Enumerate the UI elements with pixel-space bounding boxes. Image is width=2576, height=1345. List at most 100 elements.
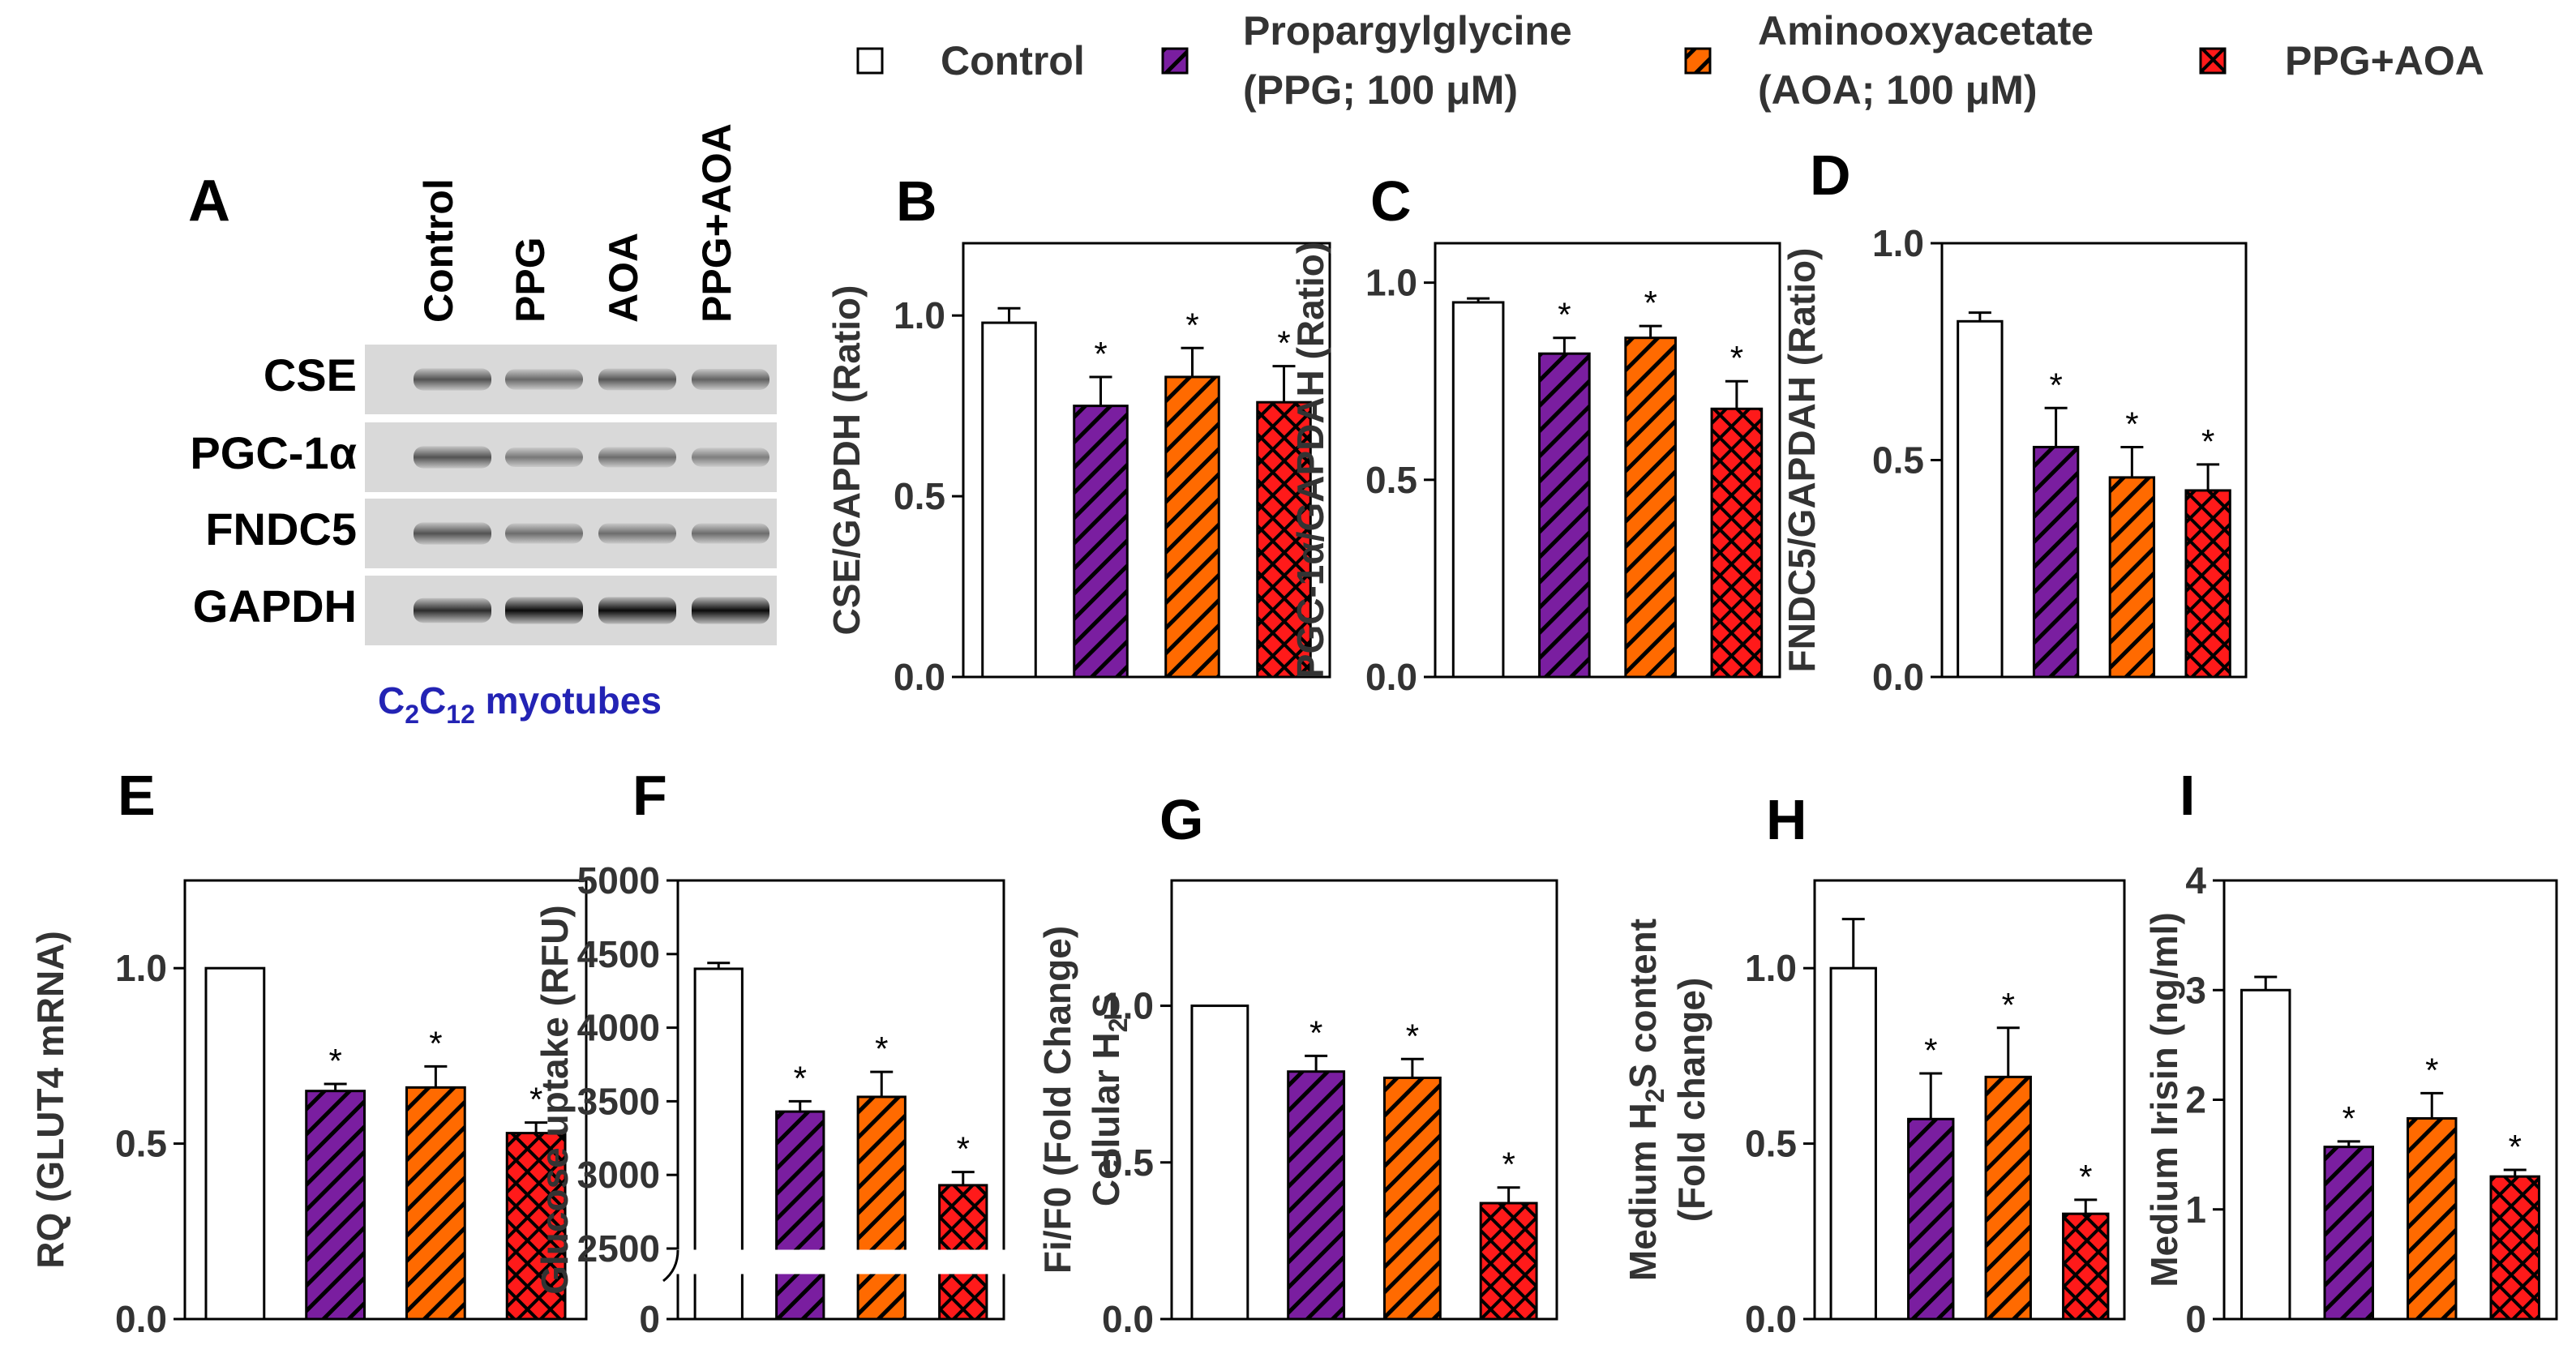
sig-B-1: * xyxy=(1094,335,1107,373)
ytick-label-H-2: 1.0 xyxy=(1745,947,1797,989)
sig-H-1: * xyxy=(1924,1031,1937,1069)
ytick-label-I-0: 0 xyxy=(2185,1298,2206,1340)
ytick-label-low-F-0: 0 xyxy=(639,1298,660,1340)
sig-C-1: * xyxy=(1558,296,1571,334)
chart-B: B * * * 0.0 0.5 1.0 CSE/GAPDH (Ratio) xyxy=(825,169,1331,698)
legend-swatch-ppg xyxy=(1161,47,1189,75)
ylabel-H-sub: 2 xyxy=(1640,1088,1669,1103)
sig-C-2: * xyxy=(1644,284,1657,322)
ylabel-H-pre: Medium H xyxy=(1622,1103,1664,1281)
ytick-label-I-2: 2 xyxy=(2185,1079,2206,1121)
ytick-label-F-4: 4500 xyxy=(577,933,660,975)
ylabel2-H: (Fold change) xyxy=(1670,978,1712,1223)
blot-band-1-2 xyxy=(598,447,676,468)
bar-G-0 xyxy=(1190,1004,1249,1321)
ytick-label-C-2: 1.0 xyxy=(1365,262,1417,304)
ytick-label-H-0: 0.0 xyxy=(1745,1298,1797,1340)
ylabel2-G: Cellular H2S xyxy=(1085,993,1133,1206)
sig-E-2: * xyxy=(429,1024,442,1062)
ytick-label-H-1: 0.5 xyxy=(1745,1123,1797,1165)
chart-E: E * * * 0.0 0.5 1.0 RQ (GLUT4 mRNA) xyxy=(29,764,588,1340)
sig-F-1: * xyxy=(794,1059,807,1097)
ytick-label-G-1: 0.5 xyxy=(1102,1142,1154,1184)
axis-break-mark-F xyxy=(662,1249,679,1283)
panel-letter-E: E xyxy=(118,764,156,827)
ytick-label-I-3: 3 xyxy=(2185,969,2206,1011)
plot-frame-E xyxy=(183,879,588,1321)
sig-D-1: * xyxy=(2049,366,2062,404)
panel-letter-G: G xyxy=(1159,788,1203,851)
ylabel2-G-pre: Cellular H xyxy=(1085,1032,1127,1206)
panel-letter-C: C xyxy=(1370,169,1412,233)
blot-lane-labels: Control PPG AOA PPG+AOA xyxy=(416,123,739,323)
caption-sub2: 12 xyxy=(446,700,475,729)
ylabel-C: PGC-1α/GAPDAH (Ratio) xyxy=(1289,242,1331,679)
bar-C-2 xyxy=(1624,336,1677,679)
blot-band-2-2 xyxy=(598,523,676,544)
sig-D-2: * xyxy=(2125,405,2138,443)
sig-I-2: * xyxy=(2425,1051,2438,1089)
blot-lane-label-2: AOA xyxy=(601,233,646,323)
sig-G-2: * xyxy=(1406,1017,1419,1055)
blot-band-0-1 xyxy=(505,369,583,390)
sig-E-3: * xyxy=(529,1081,542,1119)
western-blot-panel: A Control PPG AOA PPG+AOA CSE PGC-1α FNDC5 GAP… xyxy=(188,123,777,729)
bar-E-1 xyxy=(305,1090,366,1321)
legend-swatch-mix xyxy=(2199,47,2227,75)
ytick-label-G-2: 1.0 xyxy=(1102,985,1154,1027)
ytick-label-C-1: 0.5 xyxy=(1365,459,1417,501)
blot-band-3-0 xyxy=(414,598,491,623)
ytick-label-B-2: 1.0 xyxy=(894,294,945,336)
sig-F-2: * xyxy=(875,1030,888,1068)
blot-rows: CSE PGC-1α FNDC5 GAPDH xyxy=(190,345,777,645)
legend-label-ppg-line2: (PPG; 100 μM) xyxy=(1243,67,1518,113)
bar-C-1 xyxy=(1538,352,1591,679)
ytick-label-F-1: 3000 xyxy=(577,1154,660,1196)
ytick-label-F-3: 4000 xyxy=(577,1007,660,1049)
ytick-label-E-2: 1.0 xyxy=(115,947,167,989)
ytick-label-B-1: 0.5 xyxy=(894,475,945,517)
blot-band-2-0 xyxy=(414,522,491,545)
bar-H-2 xyxy=(1984,1075,2032,1321)
bar-B-2 xyxy=(1164,375,1220,679)
ytick-label-C-0: 0.0 xyxy=(1365,656,1417,698)
blot-band-0-0 xyxy=(414,368,491,391)
ytick-label-F-2: 3500 xyxy=(577,1080,660,1122)
bar-H-1 xyxy=(1907,1117,1955,1321)
legend-label-aoa-line2: (AOA; 100 μM) xyxy=(1758,67,2038,113)
bar-H-3 xyxy=(2062,1212,2110,1321)
sig-F-3: * xyxy=(957,1130,970,1168)
blot-row-label-2: FNDC5 xyxy=(205,503,357,555)
ylabel2-G-sub: 2 xyxy=(1104,1018,1133,1033)
sig-C-3: * xyxy=(1730,339,1743,377)
sig-I-3: * xyxy=(2509,1128,2522,1166)
ytick-label-F-0: 2500 xyxy=(577,1227,660,1270)
ylabel-H: Medium H2S content xyxy=(1622,919,1669,1281)
ytick-label-E-1: 0.5 xyxy=(115,1123,167,1165)
chart-G: G * * * 0.0 0.5 1.0 Fi/F0 (Fold Change) Cellular… xyxy=(1036,788,1558,1340)
sig-E-1: * xyxy=(328,1042,341,1080)
blot-band-0-3 xyxy=(692,369,769,390)
blot-row-label-0: CSE xyxy=(264,349,357,401)
legend-label-ppg-line1: Propargylglycine xyxy=(1243,8,1572,54)
plot-frame-G xyxy=(1170,879,1558,1321)
ytick-label-G-0: 0.0 xyxy=(1102,1298,1154,1340)
blot-band-1-3 xyxy=(692,448,769,467)
ylabel-F: Glucose uptake (RFU) xyxy=(534,905,576,1295)
chart-D: D * * * 0.0 0.5 1.0 FNDC5/GAPDAH (Ratio) xyxy=(1781,143,2248,698)
sig-B-3: * xyxy=(1277,324,1290,362)
ytick-label-F-5: 5000 xyxy=(577,859,660,902)
blot-band-0-2 xyxy=(598,368,676,391)
plot-frame-C xyxy=(1434,242,1781,679)
ylabel-E: RQ (GLUT4 mRNA) xyxy=(29,931,71,1269)
blot-lane-label-1: PPG xyxy=(508,237,553,323)
ylabel-B: CSE/GAPDH (Ratio) xyxy=(825,285,868,636)
bar-G-2 xyxy=(1382,1076,1442,1321)
caption-rest: myotubes xyxy=(475,679,662,722)
sig-I-1: * xyxy=(2342,1099,2355,1137)
panel-letter-I: I xyxy=(2180,764,2195,827)
ylabel-D: FNDC5/GAPDAH (Ratio) xyxy=(1781,248,1823,673)
panel-letter-F: F xyxy=(632,764,667,827)
